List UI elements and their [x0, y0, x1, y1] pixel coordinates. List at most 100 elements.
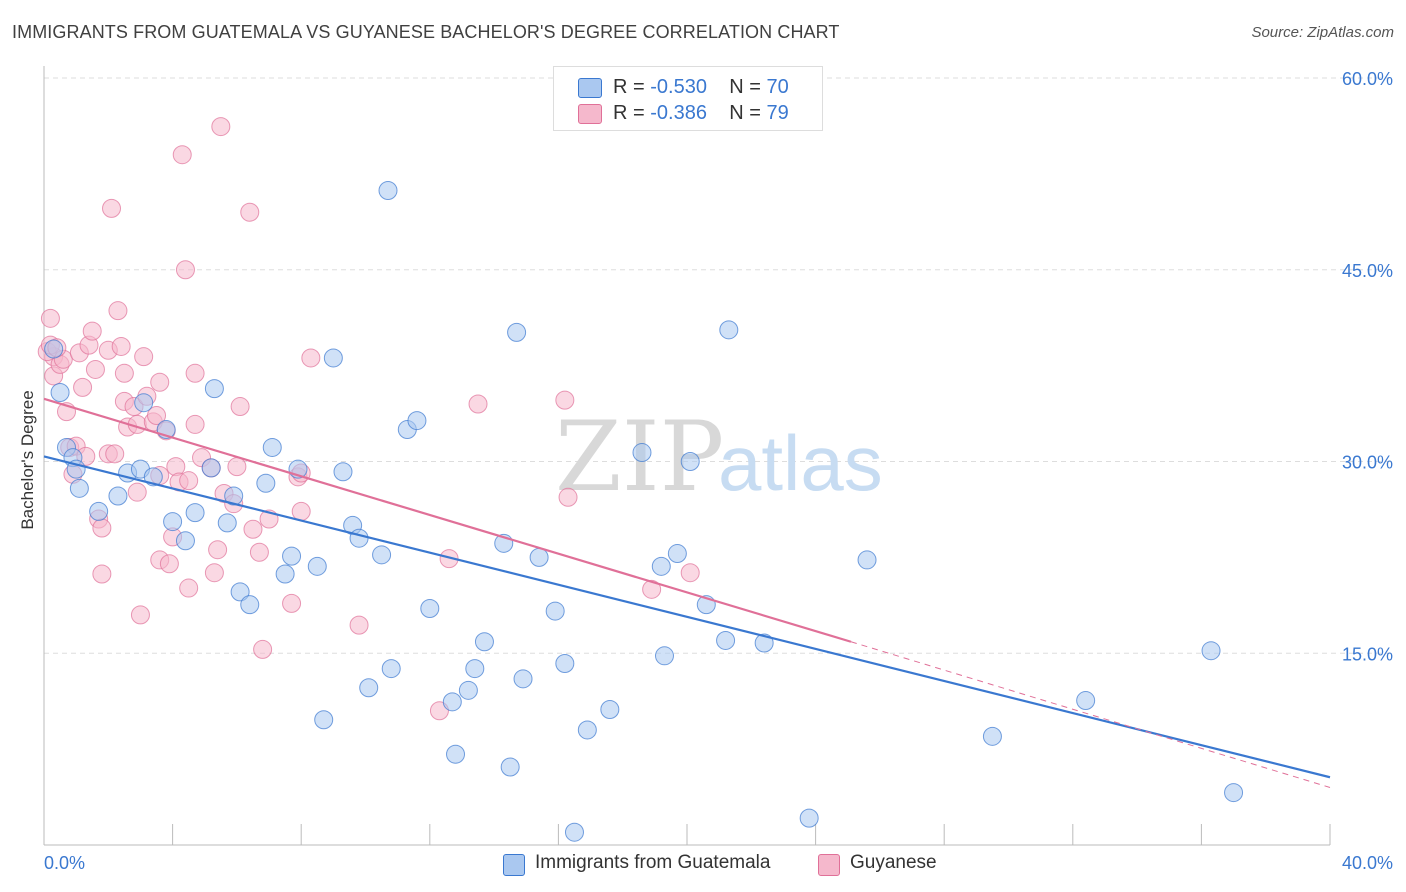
guatemala-point	[50, 382, 70, 402]
tick-labels: 15.0% 30.0% 45.0% 60.0% 0.0% 40.0%	[44, 69, 1393, 873]
guatemala-point	[754, 633, 774, 653]
legend-r-label: R =	[613, 76, 651, 98]
source-credit: Source: ZipAtlas.com	[1251, 24, 1394, 41]
guatemala-point	[378, 180, 398, 200]
guyanese-point	[558, 487, 578, 507]
guyanese-point	[175, 260, 195, 280]
guatemala-point	[275, 564, 295, 584]
guyanese-point	[555, 390, 575, 410]
guatemala-point	[507, 322, 527, 342]
guatemala-point	[667, 544, 687, 564]
legend-n-label: N =	[729, 76, 767, 98]
guatemala-point	[564, 822, 584, 842]
guyanese-point	[208, 540, 228, 560]
guatemala-point	[407, 411, 427, 431]
guatemala-point	[654, 646, 674, 666]
guyanese-point	[134, 347, 154, 367]
guyanese-point	[179, 578, 199, 598]
guyanese-point	[127, 482, 147, 502]
guatemala-point	[577, 720, 597, 740]
guatemala-point	[474, 632, 494, 652]
guyanese-point	[114, 363, 134, 383]
guyanese-point	[40, 308, 60, 328]
guyanese-point	[111, 336, 131, 356]
trend-lines	[43, 397, 1331, 788]
guatemala-point	[201, 458, 221, 478]
guatemala-point	[89, 501, 109, 521]
guyanese-point	[240, 202, 260, 222]
guatemala-point	[719, 320, 739, 340]
legend-r-value: -0.386	[650, 102, 707, 124]
guatemala-point	[465, 659, 485, 679]
guatemala-point	[282, 546, 302, 566]
guyanese-point	[642, 579, 662, 599]
guyanese-point	[179, 471, 199, 491]
stats-legend: R = -0.530 N = 70 R = -0.386 N = 79	[553, 66, 823, 131]
grid-lines	[44, 77, 1392, 654]
bottom-legend-swatch-blue	[503, 854, 525, 876]
guyanese-point	[468, 394, 488, 414]
guyanese-point	[150, 372, 170, 392]
guyanese-point	[230, 397, 250, 417]
guatemala-point	[1201, 641, 1221, 661]
guyanese-point	[243, 519, 263, 539]
guatemala-point	[1224, 783, 1244, 803]
guyanese-point	[85, 359, 105, 379]
guyanese-point	[185, 363, 205, 383]
guyanese-point	[680, 563, 700, 583]
guyanese-point	[92, 564, 112, 584]
guatemala-point	[359, 678, 379, 698]
guatemala-point	[716, 630, 736, 650]
guatemala-point	[799, 808, 819, 828]
guyanese-point	[82, 321, 102, 341]
guatemala-point	[442, 692, 462, 712]
legend-swatch-pink	[578, 104, 602, 124]
guatemala-point	[632, 443, 652, 463]
guatemala-point	[163, 512, 183, 532]
guatemala-point	[372, 545, 392, 565]
y-tick-label: 30.0%	[1342, 453, 1393, 473]
chart-title: IMMIGRANTS FROM GUATEMALA VS GUYANESE BA…	[12, 22, 840, 42]
guyanese-point	[282, 593, 302, 613]
guatemala-point	[982, 726, 1002, 746]
guyanese-point	[172, 145, 192, 165]
guatemala-point	[333, 462, 353, 482]
guyanese-point	[73, 377, 93, 397]
guatemala-point	[555, 653, 575, 673]
legend-r-label: R =	[613, 102, 651, 124]
guyanese-point	[159, 554, 179, 574]
guatemala-point	[500, 757, 520, 777]
guyanese-point	[204, 563, 224, 583]
guyanese-point	[185, 414, 205, 434]
guyanese-point	[253, 639, 273, 659]
y-tick-label: 45.0%	[1342, 261, 1393, 281]
guatemala-point	[185, 503, 205, 523]
legend-n-value: 79	[766, 102, 789, 124]
legend-swatch-blue	[578, 78, 602, 98]
guatemala-point	[204, 379, 224, 399]
guyanese-point	[92, 518, 112, 538]
guatemala-point	[262, 437, 282, 457]
guatemala-point	[513, 669, 533, 689]
guatemala-point	[217, 513, 237, 533]
guatemala-point	[44, 339, 64, 359]
y-tick-label: 15.0%	[1342, 644, 1393, 664]
legend-r-value: -0.530	[650, 76, 707, 98]
guyanese-point	[249, 542, 269, 562]
guatemala-point	[680, 452, 700, 471]
bottom-legend-label: Immigrants from Guatemala	[535, 852, 771, 873]
guatemala-point	[307, 556, 327, 576]
x-tick-label: 0.0%	[44, 853, 85, 873]
guatemala-point	[857, 550, 877, 570]
guyanese-point	[227, 457, 247, 477]
guatemala-point	[224, 486, 244, 506]
guatemala-point	[256, 473, 276, 493]
guyanese-point	[211, 117, 231, 137]
guyanese-point	[291, 501, 311, 521]
guyanese-point	[105, 444, 125, 464]
guatemala-point	[529, 547, 549, 567]
guyanese-trend-line	[43, 397, 852, 643]
guatemala-point	[446, 744, 466, 764]
guyanese-point	[301, 348, 321, 368]
